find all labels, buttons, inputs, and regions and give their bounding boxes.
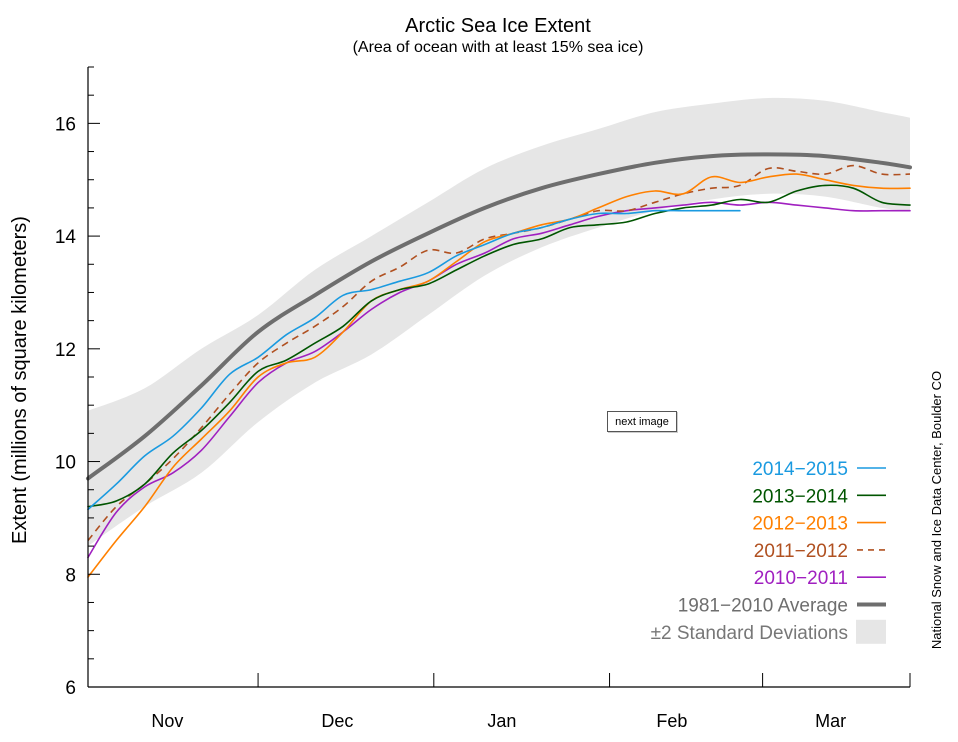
- y-tick-label: 12: [55, 340, 76, 361]
- chart-subtitle: (Area of ocean with at least 15% sea ice…: [353, 39, 644, 56]
- legend: 2014−2015 2013−2014 2012−2013 2011−2012 2010…: [651, 459, 886, 644]
- y-tick-label: 10: [55, 453, 76, 474]
- series-line-2011-2012: [87, 164, 911, 542]
- chart-title: Arctic Sea Ice Extent: [405, 15, 591, 37]
- series-line-2012-2013: [87, 173, 911, 578]
- legend-label: 2010−2011: [754, 568, 848, 589]
- legend-label: 2012−2013: [752, 514, 848, 535]
- series-line-1981-2010-average: [86, 152, 912, 481]
- legend-label: 2013−2014: [752, 486, 848, 507]
- legend-label: 2014−2015: [752, 459, 848, 480]
- series-line-2014-2015: [87, 209, 741, 511]
- legend-swatch-band: [856, 619, 886, 644]
- credit-text: National Snow and Ice Data Center, Bould…: [929, 371, 944, 649]
- x-tick-label: Dec: [321, 711, 353, 731]
- series-layer: [86, 152, 912, 578]
- series-line-2013-2014: [87, 184, 911, 508]
- x-tick-label: Nov: [151, 711, 183, 731]
- x-tick-label: Mar: [815, 711, 846, 731]
- next-image-button[interactable]: next image: [607, 411, 677, 432]
- y-tick-label: 6: [65, 678, 76, 699]
- x-tick-label: Feb: [656, 711, 687, 731]
- std-dev-band: [88, 97, 910, 547]
- y-axis-label: Extent (millions of square kilometers): [9, 216, 31, 544]
- x-tick-label: Jan: [487, 711, 516, 731]
- y-tick-label: 16: [55, 114, 76, 135]
- legend-label: 1981−2010 Average: [678, 596, 848, 617]
- y-tick-label: 14: [55, 227, 77, 248]
- y-tick-label: 8: [65, 565, 76, 586]
- legend-label: ±2 Standard Deviations: [651, 623, 848, 644]
- legend-label: 2011−2012: [754, 541, 848, 562]
- axes-layer: 6 8 10 12 14 16 Nov Dec Jan Feb Mar: [55, 66, 911, 731]
- std-dev-band-layer: [88, 97, 910, 547]
